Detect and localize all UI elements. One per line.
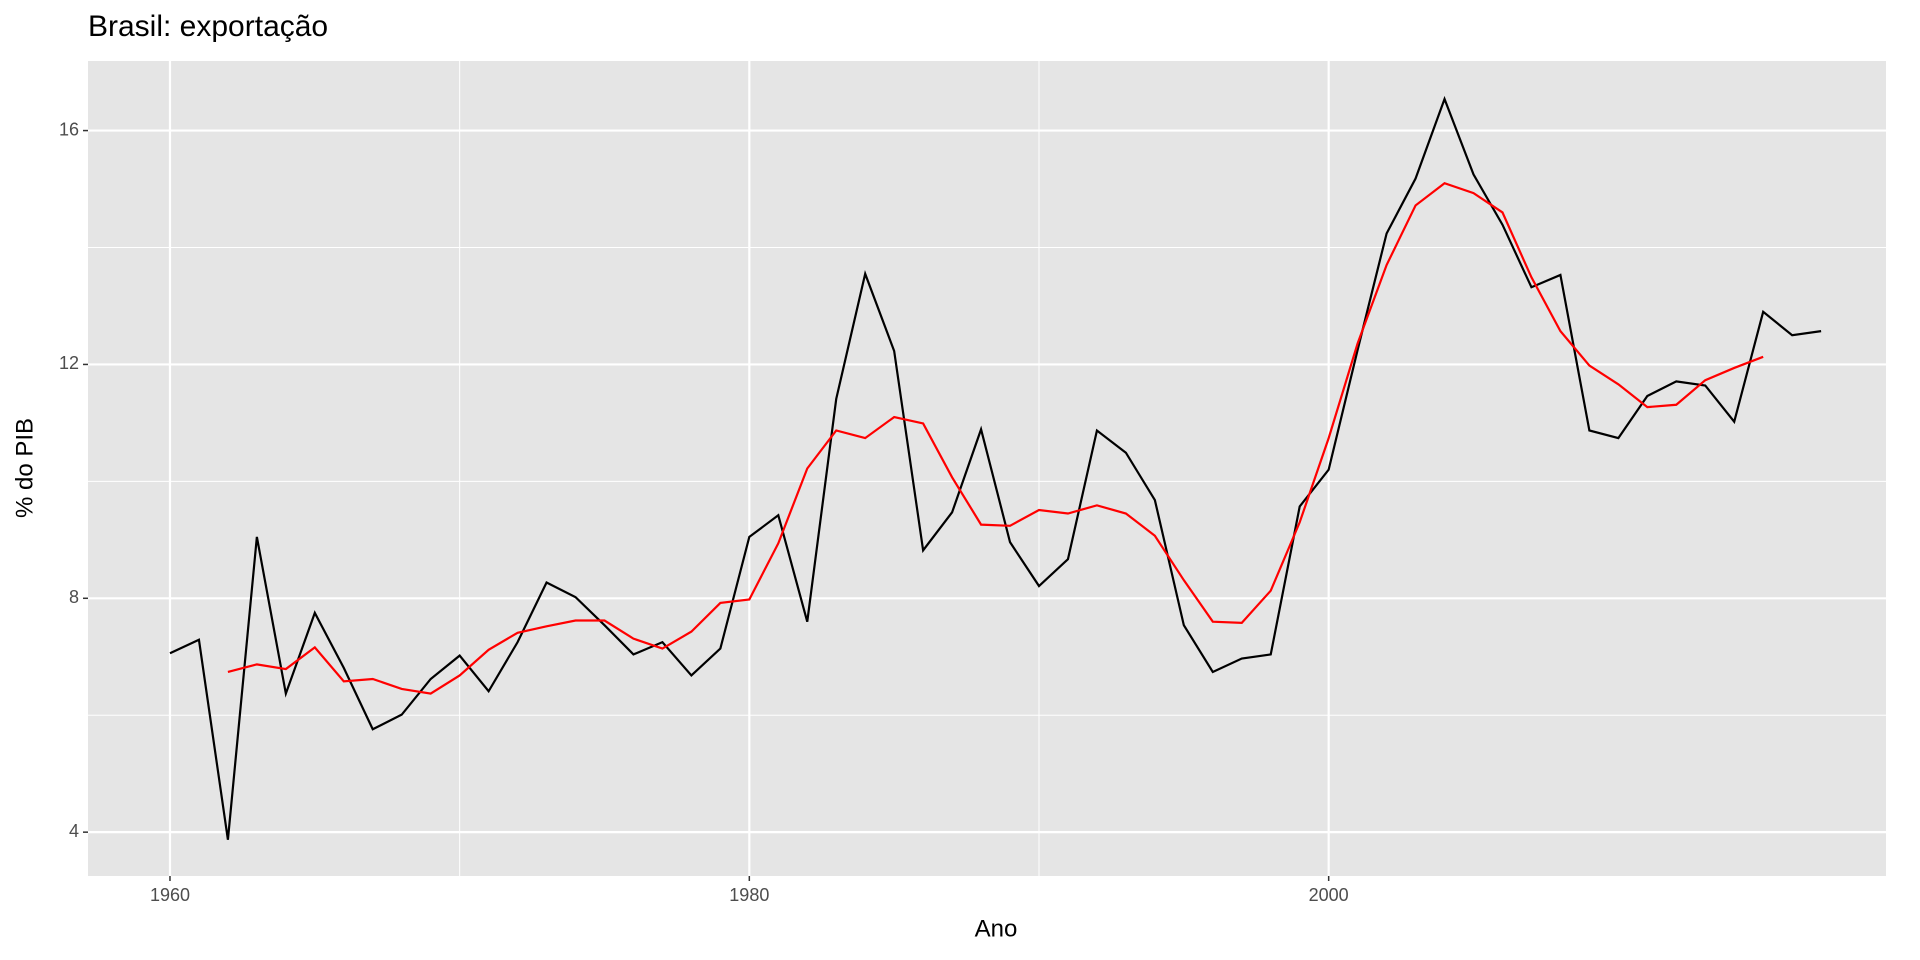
line bbox=[169, 95, 1822, 840]
y-tick-label: 12 bbox=[59, 353, 79, 373]
chart-title: Brasil: exportação bbox=[88, 10, 328, 43]
y-tick-label: 16 bbox=[59, 119, 79, 139]
x-tick-label: 2000 bbox=[1309, 885, 1349, 905]
panel bbox=[88, 61, 1886, 876]
y-tick-label: 8 bbox=[69, 587, 79, 607]
x-tick-label: 1960 bbox=[150, 885, 190, 905]
x-tick-label: 1980 bbox=[729, 885, 769, 905]
y-axis-title: % do PIB bbox=[11, 418, 38, 518]
y-tick-label: 4 bbox=[69, 821, 79, 841]
x-axis-title: Ano bbox=[975, 915, 1018, 942]
line bbox=[227, 181, 1764, 695]
